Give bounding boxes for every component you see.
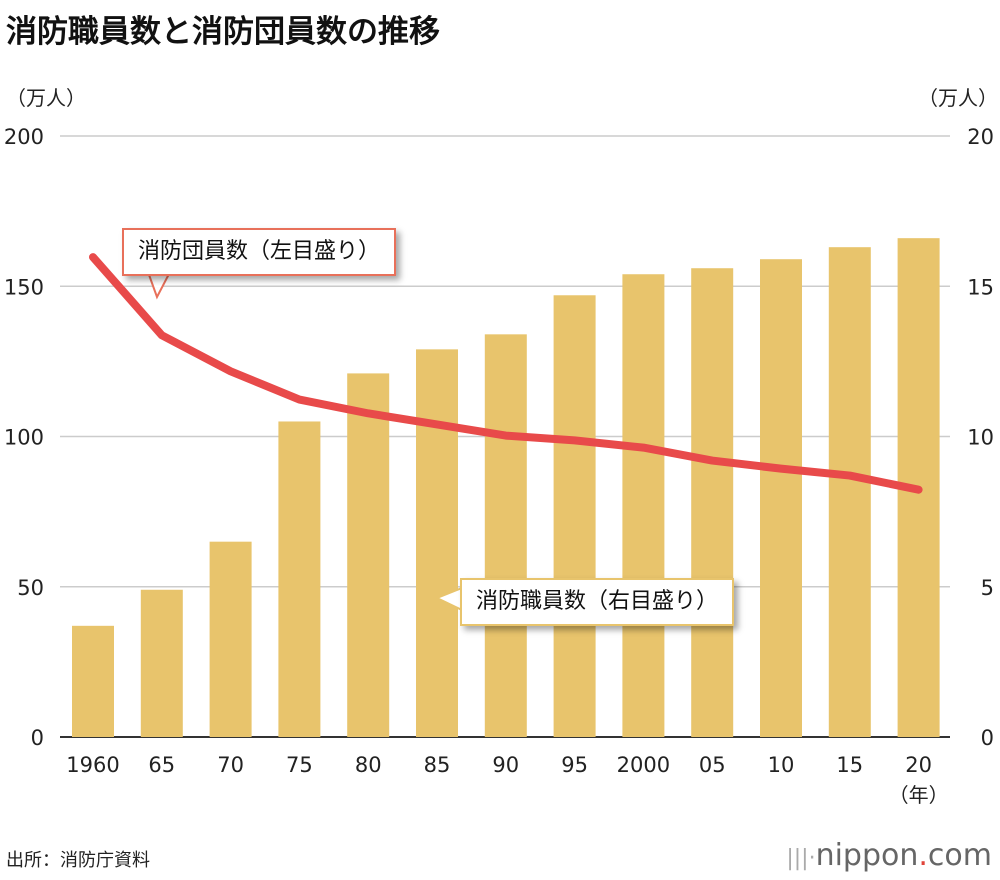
bar [828, 247, 871, 737]
right-tick-label: 0 [981, 726, 994, 750]
x-tick-label: 65 [148, 753, 175, 777]
x-unit-label: （年） [889, 783, 949, 807]
chart-title: 消防職員数と消防団員数の推移 [6, 14, 440, 50]
x-tick-label: 20 [905, 753, 932, 777]
left-tick-label: 200 [4, 125, 44, 149]
bar [553, 295, 596, 737]
x-tick-label: 2000 [617, 753, 670, 777]
bar [622, 274, 665, 737]
left-tick-label: 0 [31, 726, 44, 750]
x-tick-label: 90 [492, 753, 519, 777]
x-tick-label: 10 [768, 753, 795, 777]
nippon-logo: |||·nippon.com [786, 838, 992, 873]
bar [347, 373, 390, 737]
source-note: 出所：消防庁資料 [6, 850, 150, 871]
x-tick-label: 70 [217, 753, 244, 777]
bar [278, 421, 321, 737]
x-tick-label: 1960 [66, 753, 119, 777]
bar [760, 259, 802, 737]
left-tick-label: 100 [4, 426, 44, 450]
left-axis-unit: （万人） [6, 86, 86, 110]
left-tick-label: 50 [17, 576, 44, 600]
x-tick-label: 75 [286, 753, 313, 777]
line-series-callout: 消防団員数（左目盛り） [122, 228, 397, 276]
x-tick-label: 15 [836, 753, 863, 777]
x-tick-label: 95 [561, 753, 588, 777]
x-tick-label: 85 [424, 753, 451, 777]
bar [72, 625, 114, 737]
x-tick-label: 80 [355, 753, 382, 777]
right-tick-label: 20 [967, 125, 994, 149]
x-tick-label: 05 [699, 753, 726, 777]
bar [416, 349, 458, 737]
bar [209, 541, 252, 737]
right-tick-label: 5 [981, 576, 994, 600]
bar [691, 268, 734, 737]
right-tick-label: 10 [967, 426, 994, 450]
right-tick-label: 15 [967, 275, 994, 299]
bar-series-callout: 消防職員数（右目盛り） [460, 578, 735, 626]
bar [484, 334, 527, 737]
right-axis-unit: （万人） [918, 86, 998, 110]
bar [140, 589, 183, 737]
left-tick-label: 150 [4, 275, 44, 299]
